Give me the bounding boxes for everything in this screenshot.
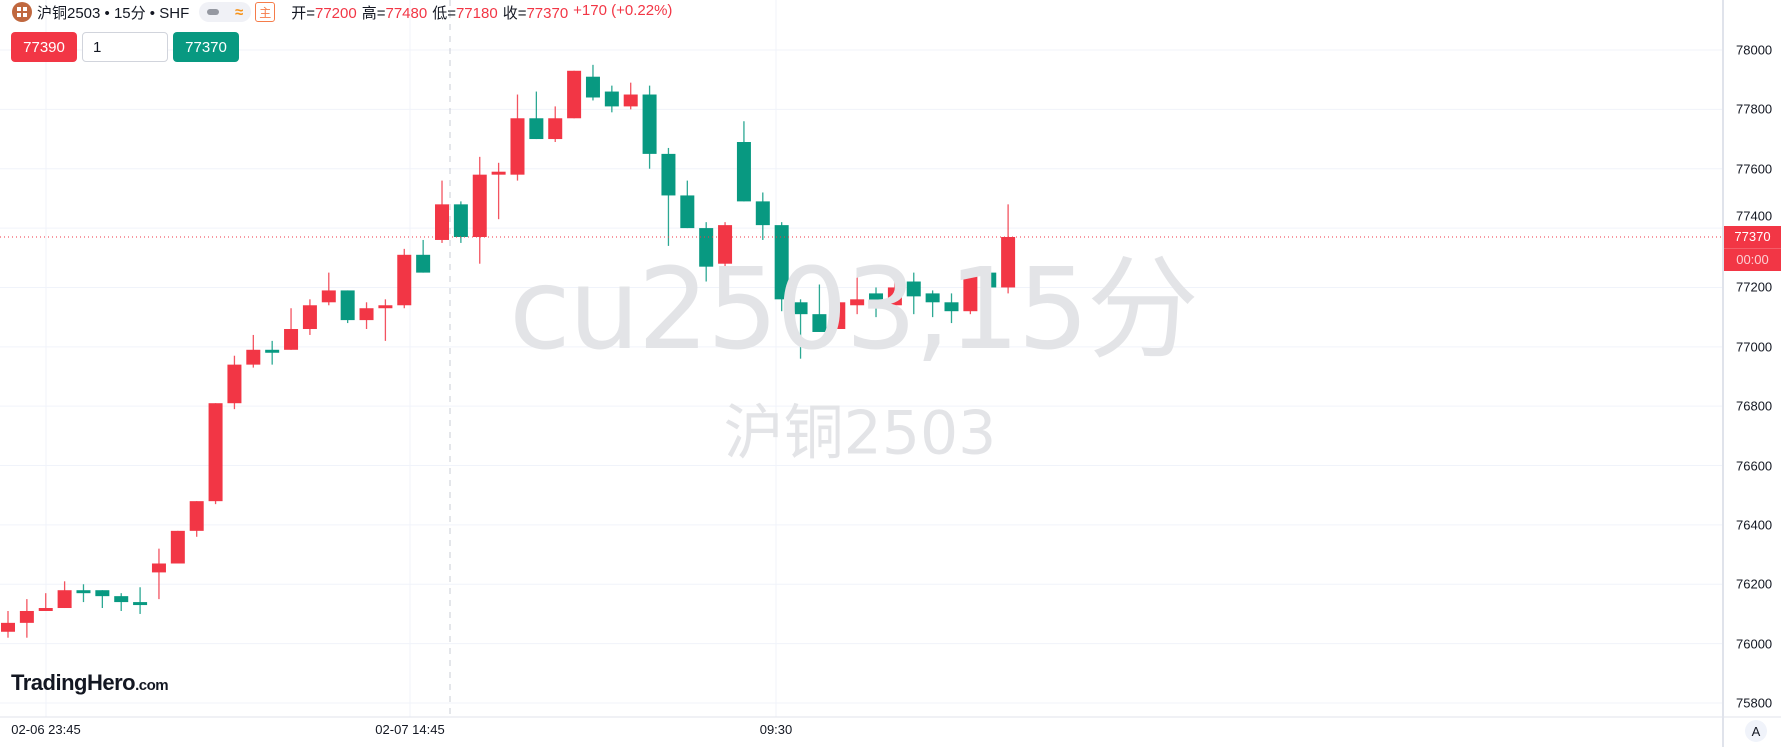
candle-body-down <box>529 118 544 140</box>
price-tick-label: 76000 <box>1736 636 1773 652</box>
candle-body-up <box>246 349 261 365</box>
bar-countdown: 00:00 <box>1724 248 1781 271</box>
main-contract-button[interactable]: 主 <box>255 2 276 22</box>
candle-body-down <box>699 228 714 267</box>
candle-body-down <box>76 590 91 594</box>
candle-body-up <box>378 305 393 309</box>
candle-body-down <box>95 590 110 597</box>
last-price: 77370 <box>1734 229 1771 244</box>
approx-icon: ≈ <box>235 3 244 21</box>
candle-body-down <box>982 272 997 288</box>
symbol-logo-icon <box>12 2 32 22</box>
candle-body-up <box>963 272 978 312</box>
ohlc-values: 开=77200 高=77480 低=77180 收=77370 +170 (+0… <box>291 2 672 23</box>
candle-body-down <box>416 254 431 273</box>
candle-body-up <box>887 287 902 306</box>
candle-body-up <box>38 608 53 611</box>
candle-body-up <box>397 254 412 306</box>
time-tick-label: 09:30 <box>759 722 793 737</box>
time-tick-label: 02-07 14:45 <box>375 722 445 737</box>
candle-body-up <box>623 94 638 107</box>
candle-body-down <box>755 201 770 226</box>
candle-body-up <box>1 622 15 632</box>
candle-body-down <box>925 293 940 303</box>
visibility-toggle[interactable]: ≈ <box>199 2 252 22</box>
candle-body-up <box>548 118 563 140</box>
candle-body-up <box>284 329 299 350</box>
price-tick-label: 77600 <box>1736 161 1773 177</box>
quantity-input[interactable] <box>82 32 168 62</box>
candle-body-down <box>642 94 657 154</box>
candle-body-up <box>151 563 166 573</box>
open-value: 开=77200 <box>291 4 357 22</box>
candle-body-down <box>869 293 884 306</box>
price-tick-label: 75800 <box>1736 695 1773 711</box>
price-tick-label: 77000 <box>1736 339 1773 355</box>
candle-body-up <box>302 305 317 330</box>
last-price-tag: 77370 00:00 <box>1724 226 1781 271</box>
candle-body-down <box>774 225 789 300</box>
price-tick-label: 76600 <box>1736 458 1773 474</box>
price-tick-label: 77800 <box>1736 101 1773 117</box>
price-tick-label: 76200 <box>1736 576 1773 592</box>
candle-body-down <box>812 314 827 332</box>
price-tick-label: 78000 <box>1736 42 1773 58</box>
candle-body-up <box>831 302 846 330</box>
candle-body-up <box>850 299 865 306</box>
candle-body-up <box>718 225 733 264</box>
candle-body-down <box>114 596 129 603</box>
eye-icon <box>207 9 220 15</box>
order-panel: 77390 77370 <box>11 32 239 62</box>
symbol-title[interactable]: 沪铜2503 • 15分 • SHF <box>37 4 190 22</box>
candle-body-up <box>1001 236 1016 288</box>
candle-body-up <box>170 530 185 564</box>
candle-body-up <box>359 308 374 321</box>
candle-body-up <box>19 610 34 623</box>
buy-button[interactable]: 77370 <box>173 32 239 62</box>
candle-body-up <box>491 171 506 175</box>
price-tick-label: 77200 <box>1736 279 1773 295</box>
candle-body-up <box>208 403 223 502</box>
candle-body-down <box>604 91 619 107</box>
high-value: 高=77480 <box>361 4 428 22</box>
candle-body-down <box>793 302 808 315</box>
candle-body-down <box>340 290 355 321</box>
candle-body-down <box>944 302 959 312</box>
auto-scale-button[interactable]: A <box>1745 720 1767 742</box>
time-tick-label: 02-06 23:45 <box>11 722 81 737</box>
candle-body-up <box>435 204 450 240</box>
candle-body-up <box>227 364 242 404</box>
candle-body-down <box>736 142 751 202</box>
candle-body-down <box>906 281 921 297</box>
close-value: 收=77370 <box>502 4 569 22</box>
candle-body-down <box>680 195 695 229</box>
change-value: +170 (+0.22%) <box>573 1 673 19</box>
legend-header: 沪铜2503 • 15分 • SHF ≈ 主 开=77200 高=77480 低… <box>12 1 672 23</box>
price-tick-label: 77400 <box>1736 208 1773 224</box>
candle-body-up <box>510 118 525 175</box>
candle-body-down <box>133 602 148 606</box>
tradinghero-logo: TradingHero.com <box>11 670 169 695</box>
price-tick-label: 76400 <box>1736 517 1773 533</box>
candle-body-down <box>661 153 676 196</box>
candle-body-down <box>265 349 280 353</box>
candle-body-up <box>57 590 72 609</box>
price-tick-label: 76800 <box>1736 398 1773 414</box>
sell-button[interactable]: 77390 <box>11 32 77 62</box>
candle-body-up <box>321 290 336 303</box>
candle-body-up <box>472 174 487 237</box>
candle-body-down <box>453 204 468 237</box>
candle-body-up <box>567 70 582 119</box>
low-value: 低=77180 <box>432 4 498 22</box>
candle-body-down <box>585 76 600 98</box>
candle-body-up <box>189 501 204 531</box>
